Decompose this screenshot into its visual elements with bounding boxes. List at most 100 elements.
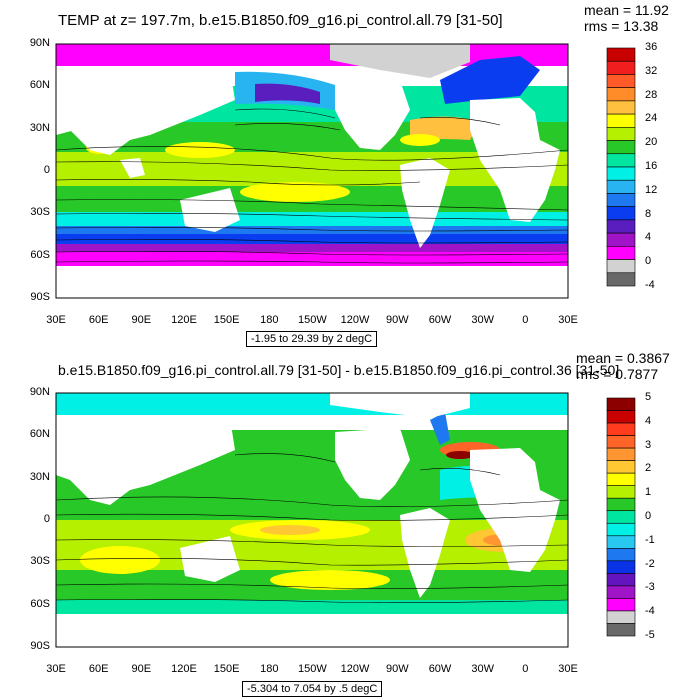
colorbar-label: 0	[645, 255, 652, 268]
panel1-range-label: -1.95 to 29.39 by 2 degC	[246, 331, 378, 347]
lon-tick-label: 0	[522, 314, 529, 326]
lon-tick-label: 60E	[88, 314, 109, 326]
lat-tick-label: 0	[43, 164, 50, 176]
colorbar-label: 4	[645, 231, 652, 244]
colorbar-swatch	[606, 140, 636, 155]
colorbar-label: 16	[645, 160, 658, 172]
panel1-colorbar	[606, 47, 636, 287]
colorbar-swatch	[606, 166, 636, 181]
colorbar-swatch	[606, 535, 636, 549]
colorbar-swatch	[606, 179, 636, 194]
colorbar-swatch	[606, 113, 636, 128]
colorbar-label: 0	[645, 510, 652, 522]
panel2-rms: rms = 0.7877	[576, 366, 659, 382]
colorbar-swatch	[606, 522, 636, 537]
lon-tick-label: 60E	[88, 663, 109, 675]
colorbar-swatch	[606, 510, 636, 524]
colorbar-swatch	[606, 623, 636, 637]
colorbar-label: -3	[645, 581, 655, 594]
lon-tick-label: 0	[522, 663, 529, 675]
colorbar-swatch	[606, 87, 636, 102]
colorbar-swatch	[606, 100, 636, 115]
lon-tick-label: 150W	[298, 314, 327, 326]
lon-tick-label: 30E	[46, 663, 66, 675]
panel2-map-frame	[55, 392, 569, 648]
lat-tick-label: 60N	[29, 79, 50, 92]
lon-tick-label: 30E	[46, 314, 66, 326]
lon-tick-label: 90W	[386, 314, 409, 326]
colorbar-label: 28	[645, 88, 658, 101]
lon-tick-label: 150W	[298, 663, 327, 675]
lon-tick-label: 180	[260, 663, 279, 675]
colorbar-swatch	[606, 447, 636, 461]
colorbar-swatch	[606, 585, 636, 599]
panel1-map-field	[56, 44, 568, 298]
colorbar-swatch	[606, 232, 636, 247]
colorbar-swatch	[606, 47, 636, 62]
lon-tick-label: 30W	[471, 663, 494, 675]
colorbar-label: 2	[645, 462, 652, 475]
colorbar-swatch	[606, 397, 636, 411]
lat-tick-label: 30S	[30, 206, 50, 219]
lon-tick-label: 30E	[558, 314, 578, 326]
lon-tick-label: 120E	[171, 314, 197, 326]
colorbar-swatch	[606, 206, 636, 221]
lon-tick-label: 180	[260, 314, 279, 326]
colorbar-swatch	[606, 259, 636, 274]
colorbar-swatch	[606, 74, 636, 88]
lon-tick-label: 90E	[131, 314, 152, 326]
lat-tick-label: 90N	[29, 37, 50, 49]
colorbar-swatch	[606, 219, 636, 234]
colorbar-label: -1	[645, 533, 655, 546]
lat-tick-label: 30N	[29, 121, 50, 134]
colorbar-swatch	[606, 573, 636, 587]
colorbar-label: 20	[645, 136, 658, 149]
lon-tick-label: 120W	[340, 663, 370, 675]
colorbar-swatch	[606, 422, 636, 436]
lon-tick-label: 60W	[428, 314, 452, 326]
lat-tick-label: 90S	[30, 291, 50, 303]
colorbar-swatch	[606, 272, 636, 287]
colorbar-label: -4	[645, 605, 655, 618]
panel2-range-label: -5.304 to 7.054 by .5 degC	[242, 681, 383, 697]
colorbar-swatch	[606, 472, 636, 486]
lat-tick-label: 90S	[30, 640, 50, 652]
colorbar-label: 24	[645, 112, 658, 125]
lat-tick-label: 60S	[30, 597, 50, 610]
panel2-title: b.e15.B1850.f09_g16.pi_control.all.79 [3…	[58, 362, 620, 378]
lon-tick-label: 120E	[171, 663, 197, 675]
colorbar-label: 12	[645, 183, 658, 196]
lat-tick-label: 30S	[30, 555, 50, 568]
panel2-colorbar	[606, 397, 636, 637]
colorbar-swatch	[606, 127, 636, 141]
colorbar-label: -4	[645, 279, 655, 291]
lat-tick-label: 60N	[29, 428, 50, 441]
colorbar-label: 5	[645, 391, 652, 403]
panel1-mean: mean = 11.92	[584, 2, 669, 18]
colorbar-label: -5	[645, 629, 655, 641]
panel1-rms: rms = 13.38	[584, 18, 659, 34]
lat-tick-label: 30N	[29, 470, 50, 483]
colorbar-label: 4	[645, 414, 652, 427]
colorbar-swatch	[606, 460, 636, 474]
lon-tick-label: 90E	[131, 663, 152, 675]
colorbar-label: 3	[645, 438, 652, 451]
colorbar-label: 8	[645, 207, 652, 220]
colorbar-label: 36	[645, 41, 658, 53]
colorbar-swatch	[606, 497, 636, 512]
colorbar-swatch	[606, 193, 636, 207]
colorbar-swatch	[606, 548, 636, 562]
lat-tick-label: 60S	[30, 248, 50, 261]
lon-tick-label: 30E	[558, 663, 578, 675]
lon-tick-label: 150E	[213, 663, 240, 675]
colorbar-swatch	[606, 410, 636, 424]
colorbar-swatch	[606, 60, 636, 75]
panel1-title: TEMP at z= 197.7m, b.e15.B1850.f09_g16.p…	[58, 12, 503, 29]
colorbar-label: -2	[645, 557, 655, 570]
lon-tick-label: 150E	[213, 314, 240, 326]
panel2-mean: mean = 0.3867	[576, 350, 670, 366]
colorbar-label: 32	[645, 64, 658, 77]
lon-tick-label: 90W	[386, 663, 409, 675]
lon-tick-label: 30W	[471, 314, 494, 326]
